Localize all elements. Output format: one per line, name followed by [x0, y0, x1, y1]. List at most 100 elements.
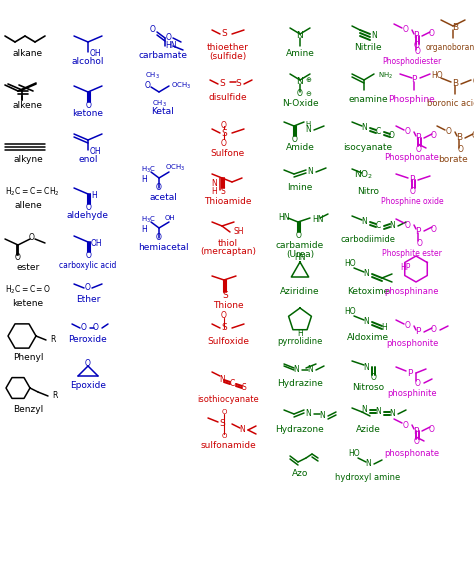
Text: Aziridine: Aziridine	[280, 288, 320, 297]
Text: O: O	[81, 324, 87, 332]
Text: carboxylic acid: carboxylic acid	[59, 262, 117, 270]
Text: S: S	[221, 324, 227, 332]
Text: H: H	[381, 324, 387, 332]
Text: Phosphine oxide: Phosphine oxide	[381, 197, 443, 207]
Text: O: O	[405, 220, 411, 230]
Text: O: O	[446, 127, 452, 137]
Text: O: O	[414, 436, 420, 445]
Text: borate: borate	[438, 156, 468, 165]
Text: B: B	[456, 134, 462, 142]
Text: O: O	[431, 131, 437, 141]
Text: O: O	[86, 100, 92, 110]
Text: HN: HN	[278, 214, 290, 223]
Text: $\mathregular{H_3C}$: $\mathregular{H_3C}$	[141, 165, 156, 175]
Text: S: S	[221, 29, 227, 38]
Text: P: P	[415, 227, 421, 235]
Text: thioether: thioether	[207, 44, 249, 52]
Text: Imine: Imine	[287, 184, 313, 192]
Text: phosphonate: phosphonate	[384, 448, 439, 457]
Text: S: S	[235, 80, 241, 88]
Text: alkane: alkane	[13, 48, 43, 57]
Text: N: N	[305, 409, 311, 418]
Text: OH: OH	[91, 239, 103, 249]
Text: O: O	[403, 25, 409, 34]
Text: R: R	[52, 391, 57, 401]
Text: O: O	[296, 231, 302, 239]
Text: Ether: Ether	[76, 294, 100, 304]
Text: Nitroso: Nitroso	[352, 382, 384, 391]
Text: O: O	[417, 239, 423, 247]
Text: $\mathregular{H_3C}$: $\mathregular{H_3C}$	[141, 215, 156, 225]
Text: O: O	[166, 33, 172, 42]
Text: isothiocyanate: isothiocyanate	[197, 395, 259, 405]
Text: S: S	[219, 80, 225, 88]
Text: boronic acid: boronic acid	[427, 99, 474, 108]
Text: OH: OH	[90, 148, 101, 157]
Text: enamine: enamine	[348, 95, 388, 104]
Text: phosphonite: phosphonite	[386, 339, 438, 348]
Text: O: O	[405, 321, 411, 331]
Text: HN: HN	[312, 215, 323, 224]
Text: ⊖: ⊖	[305, 91, 311, 97]
Text: ketene: ketene	[12, 298, 44, 308]
Text: (Urea): (Urea)	[286, 250, 314, 258]
Text: N: N	[297, 32, 303, 41]
Text: $\mathregular{CH_3}$: $\mathregular{CH_3}$	[152, 99, 166, 109]
Text: P: P	[410, 176, 415, 184]
Text: R: R	[50, 335, 55, 344]
Text: N: N	[319, 412, 325, 421]
Text: N: N	[389, 409, 395, 418]
Text: O: O	[297, 90, 303, 99]
Text: H: H	[305, 121, 310, 127]
Text: alkene: alkene	[13, 100, 43, 110]
Text: O: O	[405, 127, 411, 137]
Text: O: O	[415, 378, 421, 387]
Text: disulfide: disulfide	[209, 94, 247, 103]
Text: Thioamide: Thioamide	[204, 197, 252, 207]
Text: SH: SH	[234, 227, 245, 236]
Text: O: O	[221, 312, 227, 320]
Text: C: C	[375, 222, 381, 231]
Text: N: N	[219, 375, 225, 385]
Text: O: O	[431, 224, 437, 234]
Text: OH: OH	[165, 215, 176, 221]
Text: O: O	[292, 134, 298, 144]
Text: carbamate: carbamate	[138, 52, 188, 60]
Text: OH: OH	[473, 77, 474, 87]
Text: N: N	[211, 180, 217, 188]
Text: $\mathregular{NO_2}$: $\mathregular{NO_2}$	[355, 169, 374, 181]
Text: N: N	[239, 425, 245, 435]
Text: P: P	[413, 426, 419, 436]
Text: Sulfone: Sulfone	[211, 149, 245, 157]
Text: allene: allene	[14, 200, 42, 210]
Text: ester: ester	[17, 262, 40, 272]
Text: O: O	[221, 138, 227, 148]
Text: N: N	[363, 363, 369, 371]
Text: O: O	[221, 121, 227, 130]
Text: Phenyl: Phenyl	[13, 354, 43, 363]
Text: O: O	[15, 253, 21, 262]
Text: pyrrolidine: pyrrolidine	[277, 336, 323, 346]
Text: H: H	[141, 176, 147, 184]
Text: thiol: thiol	[218, 239, 238, 249]
Text: P: P	[411, 76, 417, 84]
Text: O: O	[145, 82, 151, 91]
Text: carbamide: carbamide	[276, 242, 324, 250]
Text: phosphinane: phosphinane	[385, 286, 439, 296]
Text: H: H	[141, 226, 147, 235]
Text: C: C	[229, 379, 235, 389]
Text: P: P	[413, 32, 419, 41]
Text: HO: HO	[431, 72, 443, 80]
Text: Benzyl: Benzyl	[13, 405, 43, 413]
Text: S: S	[222, 290, 228, 300]
Text: N: N	[293, 366, 299, 374]
Text: H: H	[211, 188, 217, 196]
Text: alkyne: alkyne	[13, 156, 43, 165]
Text: acetal: acetal	[149, 193, 177, 203]
Text: Thione: Thione	[213, 301, 243, 311]
Text: N: N	[389, 222, 395, 231]
Text: Hydrazone: Hydrazone	[275, 425, 324, 435]
Text: O: O	[156, 234, 162, 242]
Text: Ketoxime: Ketoxime	[347, 288, 389, 297]
Text: N: N	[365, 460, 371, 468]
